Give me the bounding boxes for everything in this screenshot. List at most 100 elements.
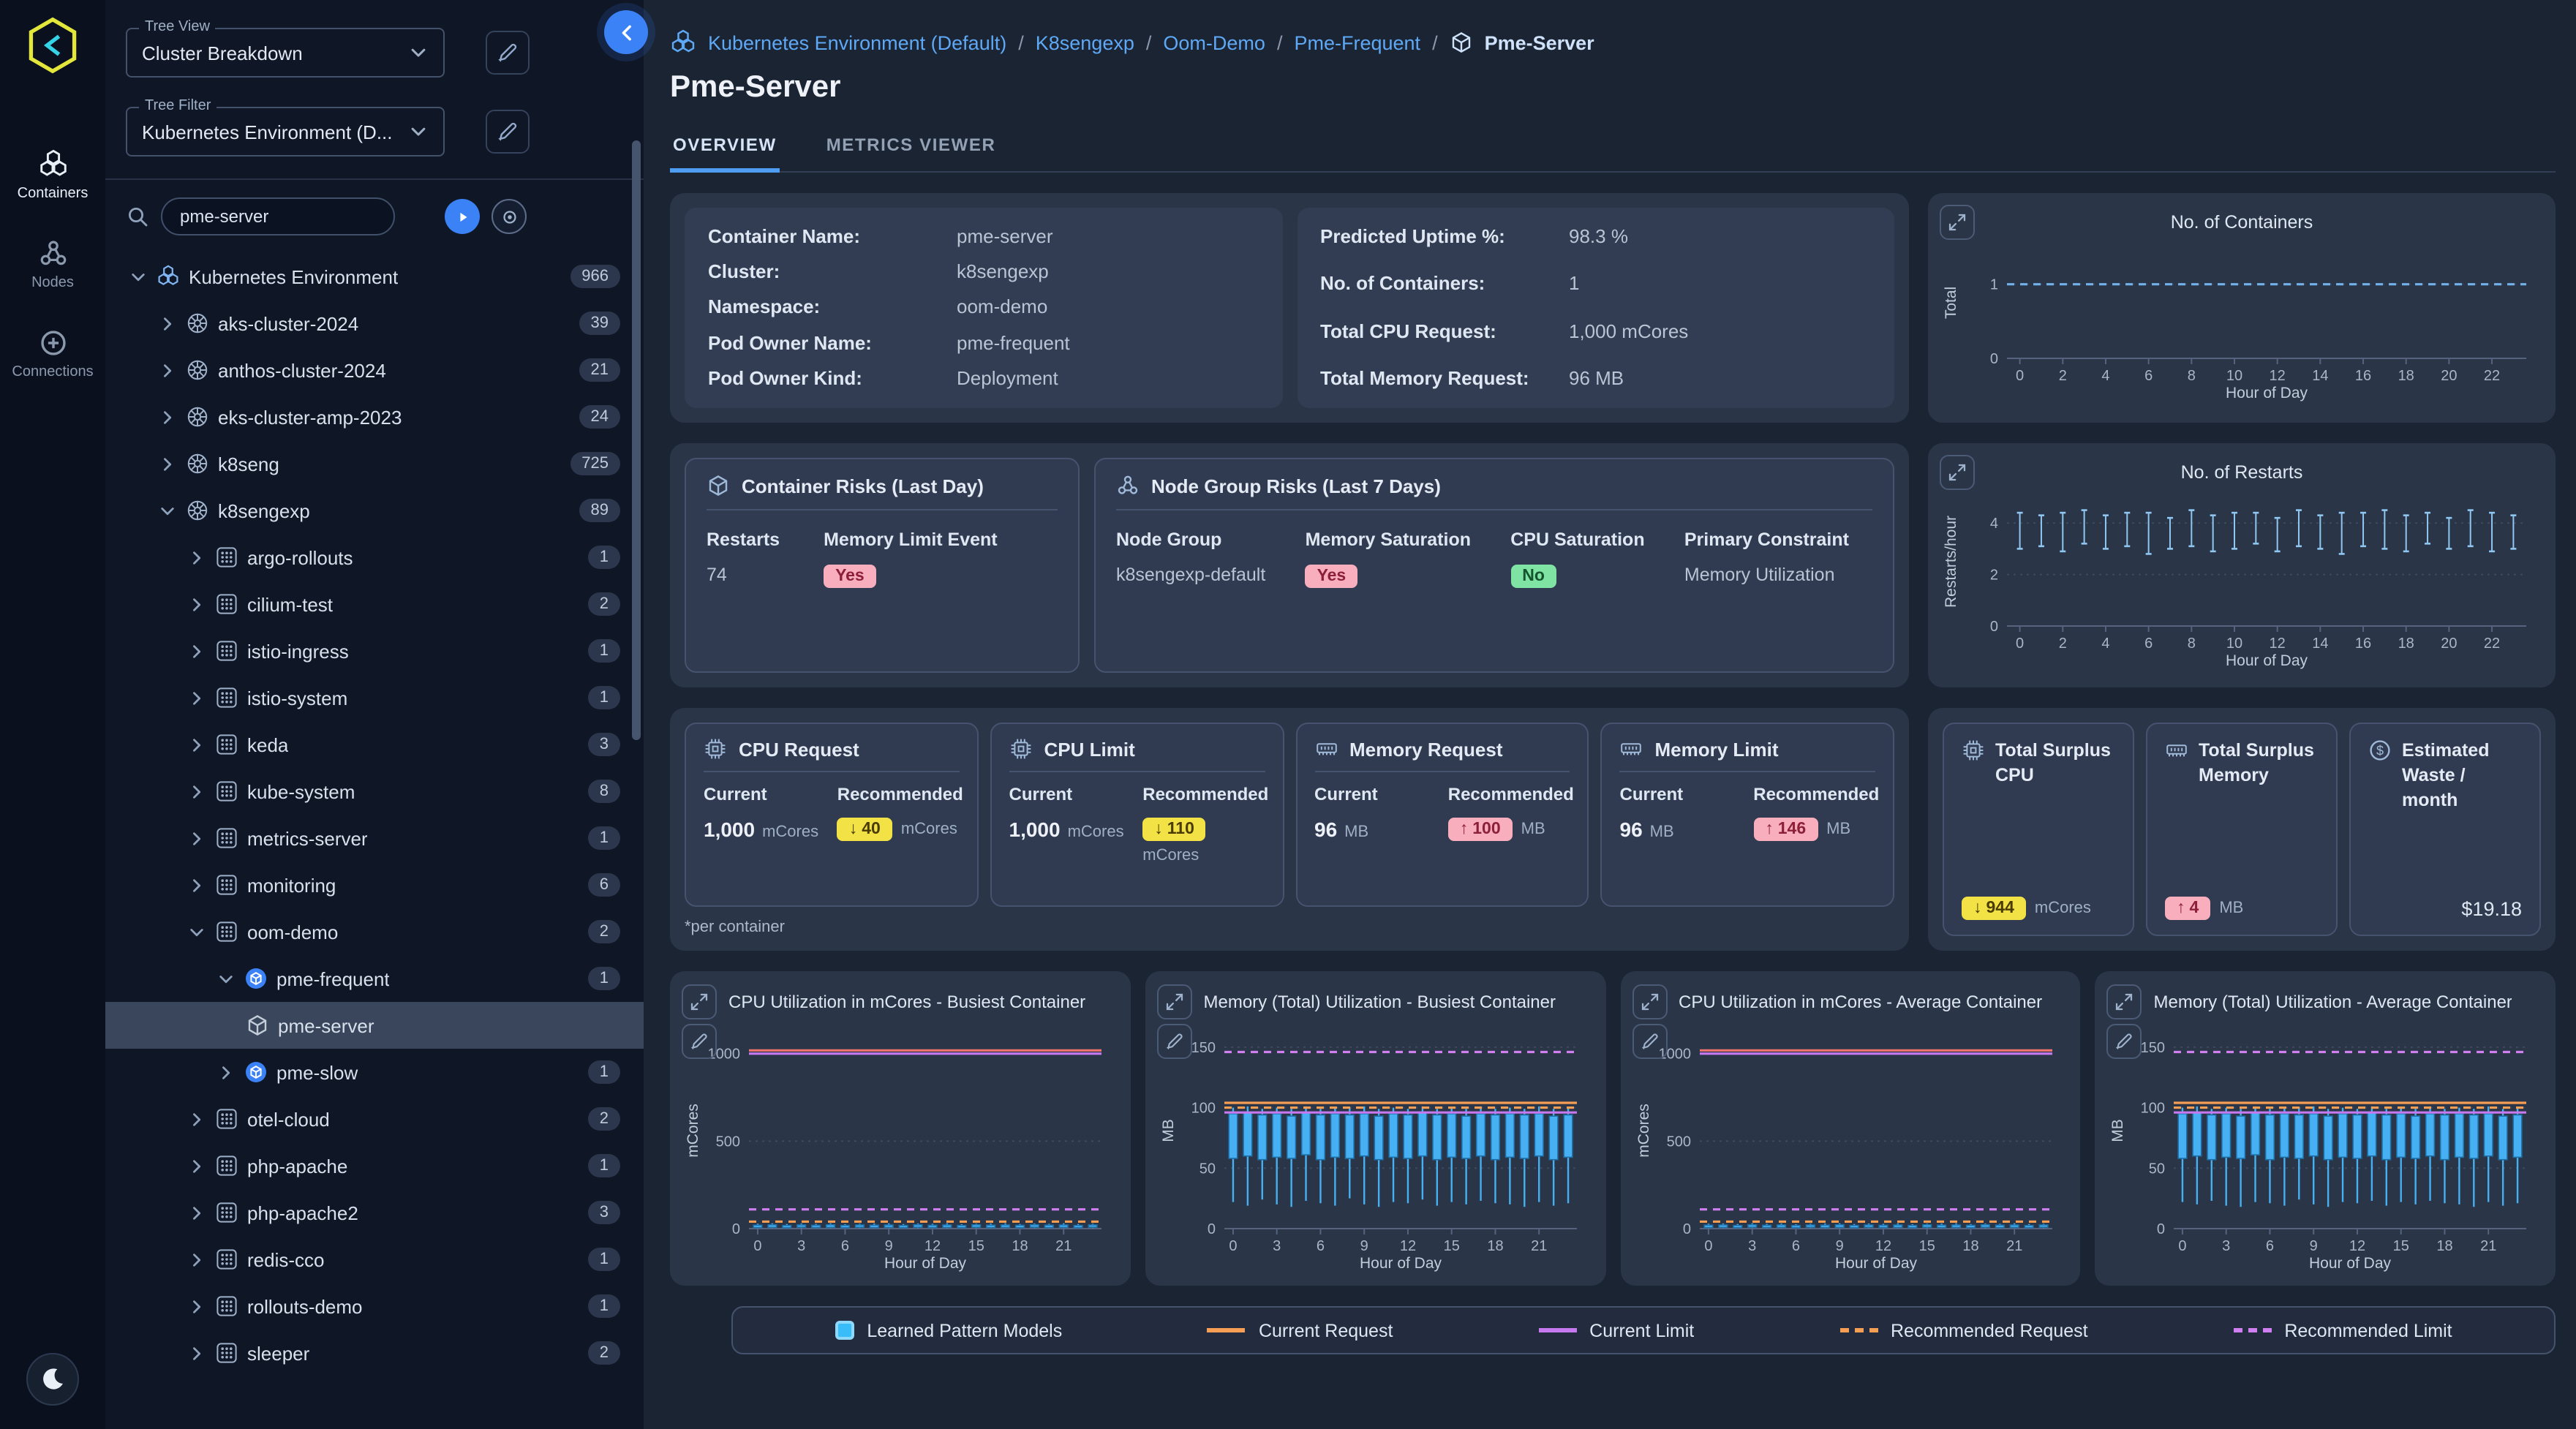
chevron-right-icon[interactable] — [158, 361, 177, 380]
recommended-column: Recommended ↑ 146 MB — [1753, 784, 1879, 892]
tree-item-pme-frequent[interactable]: pme-frequent 1 — [105, 955, 644, 1002]
containers-icon — [37, 149, 68, 180]
chevron-down-icon[interactable] — [187, 922, 206, 941]
chevron-right-icon[interactable] — [187, 548, 206, 567]
svg-text:15: 15 — [968, 1238, 984, 1254]
tree-item-kubernetes-environment[interactable]: Kubernetes Environment 966 — [105, 253, 644, 300]
tree-item-pme-slow[interactable]: pme-slow 1 — [105, 1049, 644, 1096]
tree-item-oom-demo[interactable]: oom-demo 2 — [105, 908, 644, 955]
nav-nodes[interactable]: Nodes — [0, 238, 105, 291]
chevron-down-icon[interactable] — [158, 501, 177, 520]
tree-item-rollouts-demo[interactable]: rollouts-demo 1 — [105, 1283, 644, 1330]
svg-text:9: 9 — [1835, 1238, 1843, 1254]
svg-text:20: 20 — [2441, 636, 2457, 652]
nav-connections[interactable]: Connections — [0, 328, 105, 380]
chevron-right-icon[interactable] — [216, 1063, 236, 1082]
expand-containers-chart-button[interactable] — [1940, 205, 1975, 240]
chevron-right-icon[interactable] — [187, 595, 206, 614]
nav-rail: Containers Nodes Connections — [0, 0, 105, 1429]
tree-filter-select[interactable]: Tree Filter Kubernetes Environment (D... — [126, 98, 445, 157]
edit-chart-button[interactable] — [1156, 1024, 1192, 1059]
chevron-right-icon[interactable] — [187, 1109, 206, 1128]
edit-tree-view-button[interactable] — [486, 31, 530, 75]
app-logo[interactable] — [22, 15, 83, 76]
svg-text:18: 18 — [2398, 368, 2414, 384]
tree-scrollbar[interactable] — [632, 140, 641, 740]
chevron-right-icon[interactable] — [158, 407, 177, 426]
tree-view-group: Tree View Cluster Breakdown — [126, 19, 626, 78]
breadcrumb-link-namespace[interactable]: Oom-Demo — [1163, 31, 1265, 53]
chevron-down-icon[interactable] — [216, 969, 236, 988]
panel-title: Memory Request — [1349, 738, 1503, 760]
chevron-right-icon[interactable] — [187, 688, 206, 707]
chevron-right-icon[interactable] — [187, 829, 206, 848]
memory-busiest-chart: 0 50 100 150 0 3 6 9 12 15 18 21 Hour of Day MB — [1157, 1021, 1594, 1272]
tree-item-pme-server[interactable]: pme-server — [105, 1002, 644, 1049]
tree-item-k8seng[interactable]: k8seng 725 — [105, 440, 644, 487]
tree-item-cilium-test[interactable]: cilium-test 2 — [105, 581, 644, 627]
chevron-right-icon[interactable] — [187, 1250, 206, 1269]
resource-panels: CPU Request Current 1,000 mCores Recommen… — [685, 723, 1894, 907]
svg-text:21: 21 — [2481, 1238, 2497, 1254]
expand-icon — [689, 992, 709, 1012]
tree-item-php-apache[interactable]: php-apache 1 — [105, 1142, 644, 1189]
tree-item-anthos-cluster-2024[interactable]: anthos-cluster-2024 21 — [105, 347, 644, 393]
svg-text:Hour of Day: Hour of Day — [884, 1255, 967, 1272]
chevron-right-icon[interactable] — [158, 314, 177, 333]
expand-restarts-chart-button[interactable] — [1940, 455, 1975, 490]
collapse-panel-button[interactable] — [604, 10, 648, 54]
total-value: ↓ 944 mCores — [1962, 897, 2115, 920]
tree-view-select[interactable]: Tree View Cluster Breakdown — [126, 19, 445, 78]
chevron-down-icon[interactable] — [129, 267, 148, 286]
panel-header: $ Estimated Waste / month — [2368, 739, 2522, 812]
tree-item-istio-ingress[interactable]: istio-ingress 1 — [105, 627, 644, 674]
chevron-right-icon[interactable] — [187, 1297, 206, 1316]
chevron-right-icon[interactable] — [187, 641, 206, 660]
tree-item-aks-cluster-2024[interactable]: aks-cluster-2024 39 — [105, 300, 644, 347]
nav-containers[interactable]: Containers — [0, 149, 105, 202]
search-input[interactable] — [161, 197, 395, 235]
tree-item-monitoring[interactable]: monitoring 6 — [105, 861, 644, 908]
tree-item-eks-cluster-amp-2023[interactable]: eks-cluster-amp-2023 24 — [105, 393, 644, 440]
tab-metrics-viewer[interactable]: METRICS VIEWER — [826, 135, 996, 155]
panel-title: Estimated Waste / month — [2402, 740, 2490, 810]
tree-item-keda[interactable]: keda 3 — [105, 721, 644, 768]
info-label: Pod Owner Kind: — [708, 366, 862, 389]
search-next-button[interactable] — [445, 199, 480, 234]
chevron-right-icon[interactable] — [187, 875, 206, 894]
tree-item-php-apache2[interactable]: php-apache2 3 — [105, 1189, 644, 1236]
breadcrumb-link-owner[interactable]: Pme-Frequent — [1294, 31, 1421, 53]
back-arrow-icon — [615, 21, 637, 43]
tree-item-kube-system[interactable]: kube-system 8 — [105, 768, 644, 815]
namespace-icon — [215, 733, 238, 756]
edit-tree-filter-button[interactable] — [486, 110, 530, 154]
expand-chart-button[interactable] — [1156, 984, 1192, 1019]
chevron-right-icon[interactable] — [187, 782, 206, 801]
tab-overview[interactable]: OVERVIEW — [670, 129, 780, 173]
theme-toggle[interactable] — [26, 1353, 79, 1406]
edit-chart-button[interactable] — [682, 1024, 717, 1059]
tree-item-metrics-server[interactable]: metrics-server 1 — [105, 815, 644, 861]
chevron-right-icon[interactable] — [187, 1343, 206, 1362]
chevron-right-icon[interactable] — [187, 1203, 206, 1222]
panel-title: Memory Limit — [1654, 738, 1779, 760]
tree-item-otel-cloud[interactable]: otel-cloud 2 — [105, 1096, 644, 1142]
breadcrumb-link-environment[interactable]: Kubernetes Environment (Default) — [708, 31, 1007, 53]
tree-item-k8sengexp[interactable]: k8sengexp 89 — [105, 487, 644, 534]
recommendation-badge: ↓ 40 — [837, 818, 892, 841]
edit-chart-button[interactable] — [2106, 1024, 2142, 1059]
svg-text:6: 6 — [841, 1238, 849, 1254]
tree-item-sleeper[interactable]: sleeper 2 — [105, 1330, 644, 1376]
tree-item-argo-rollouts[interactable]: argo-rollouts 1 — [105, 534, 644, 581]
chevron-right-icon[interactable] — [158, 454, 177, 473]
chevron-right-icon[interactable] — [187, 1156, 206, 1175]
expand-chart-button[interactable] — [1632, 984, 1667, 1019]
tree-item-istio-system[interactable]: istio-system 1 — [105, 674, 644, 721]
breadcrumb-link-cluster[interactable]: K8sengexp — [1035, 31, 1134, 53]
edit-chart-button[interactable] — [1632, 1024, 1667, 1059]
tree-item-redis-cco[interactable]: redis-cco 1 — [105, 1236, 644, 1283]
expand-chart-button[interactable] — [2106, 984, 2142, 1019]
expand-chart-button[interactable] — [682, 984, 717, 1019]
search-scope-button[interactable] — [492, 199, 527, 234]
chevron-right-icon[interactable] — [187, 735, 206, 754]
